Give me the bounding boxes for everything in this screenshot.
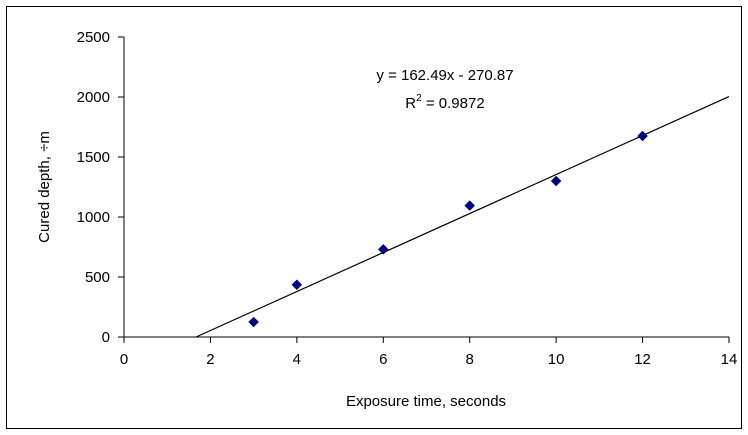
y-tick-label: 1000: [77, 209, 110, 226]
trendline: [195, 95, 730, 338]
data-point: [550, 175, 562, 187]
x-tick-label: 6: [379, 351, 387, 368]
trendline-equation: y = 162.49x - 270.87: [376, 67, 513, 84]
r-squared-prefix: R: [405, 95, 416, 112]
data-point: [291, 279, 303, 291]
x-tick-label: 2: [206, 351, 214, 368]
data-points: [248, 130, 648, 328]
y-tick-label: 1500: [77, 149, 110, 166]
r-squared-superscript: 2: [416, 93, 422, 104]
chart-frame: [6, 6, 742, 429]
x-tick-label: 4: [293, 351, 301, 368]
x-tick-label: 12: [634, 351, 651, 368]
r-squared-value: = 0.9872: [422, 95, 485, 112]
x-tick-label: 0: [120, 351, 128, 368]
x-tick-label: 8: [466, 351, 474, 368]
y-tick-label: 2000: [77, 89, 110, 106]
data-point: [637, 130, 648, 142]
y-tick-label: 0: [102, 329, 110, 346]
y-axis-title: Cured depth, ÷m: [36, 131, 53, 243]
y-tick-label: 500: [85, 269, 110, 286]
axis-ticks: 0 2 4 6 8 10 12 14 0 500 1000 1500 2000 2500: [77, 29, 738, 368]
y-tick-label: 2500: [77, 29, 110, 46]
x-tick-label: 14: [721, 351, 738, 368]
data-point: [464, 200, 476, 211]
data-point: [377, 244, 389, 255]
axes: [123, 37, 729, 338]
x-tick-label: 10: [548, 351, 565, 368]
x-axis-title: Exposure time, seconds: [346, 393, 506, 410]
data-point: [248, 316, 259, 328]
trendline-r-squared: R2 = 0.9872: [405, 93, 484, 112]
trendline-layer: [195, 95, 730, 338]
